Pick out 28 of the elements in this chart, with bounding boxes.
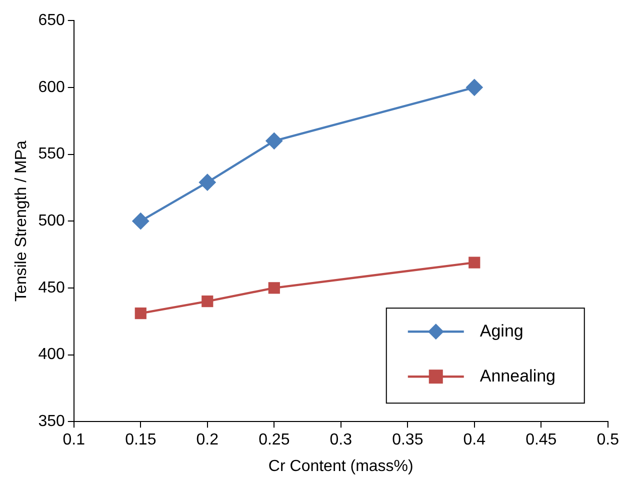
legend-label: Annealing: [480, 366, 556, 386]
x-tick-label: 0.45: [526, 432, 557, 449]
y-tick-label: 400: [38, 346, 65, 364]
x-tick-label: 0.15: [125, 432, 156, 449]
y-tick-label: 550: [38, 146, 65, 163]
point: [466, 78, 483, 96]
point: [202, 295, 214, 308]
point: [268, 282, 280, 294]
y-tick-label: 600: [38, 78, 65, 96]
y-tick-label: 500: [38, 212, 65, 230]
y-tick-label: 450: [38, 279, 65, 296]
x-tick-label: 0.3: [330, 432, 352, 449]
point: [266, 132, 283, 150]
y-tick-label: 350: [38, 413, 65, 430]
y-tick-label: 650: [38, 12, 65, 30]
legend-label: Aging: [480, 321, 524, 340]
x-axis-title: Cr Content (mass%): [268, 458, 414, 475]
x-tick-label: 0.2: [196, 432, 219, 449]
x-tick-label: 0.25: [258, 432, 290, 449]
point: [134, 308, 146, 320]
point: [132, 212, 150, 230]
y-axis-title: Tensile Strength / MPa: [13, 140, 30, 302]
x-tick-label: 0.35: [392, 432, 424, 449]
x-tick-label: 0.5: [596, 432, 620, 449]
point: [198, 174, 216, 191]
x-tick-label: 0.4: [463, 432, 486, 449]
point: [468, 256, 480, 268]
x-tick-label: 0.1: [62, 432, 86, 449]
